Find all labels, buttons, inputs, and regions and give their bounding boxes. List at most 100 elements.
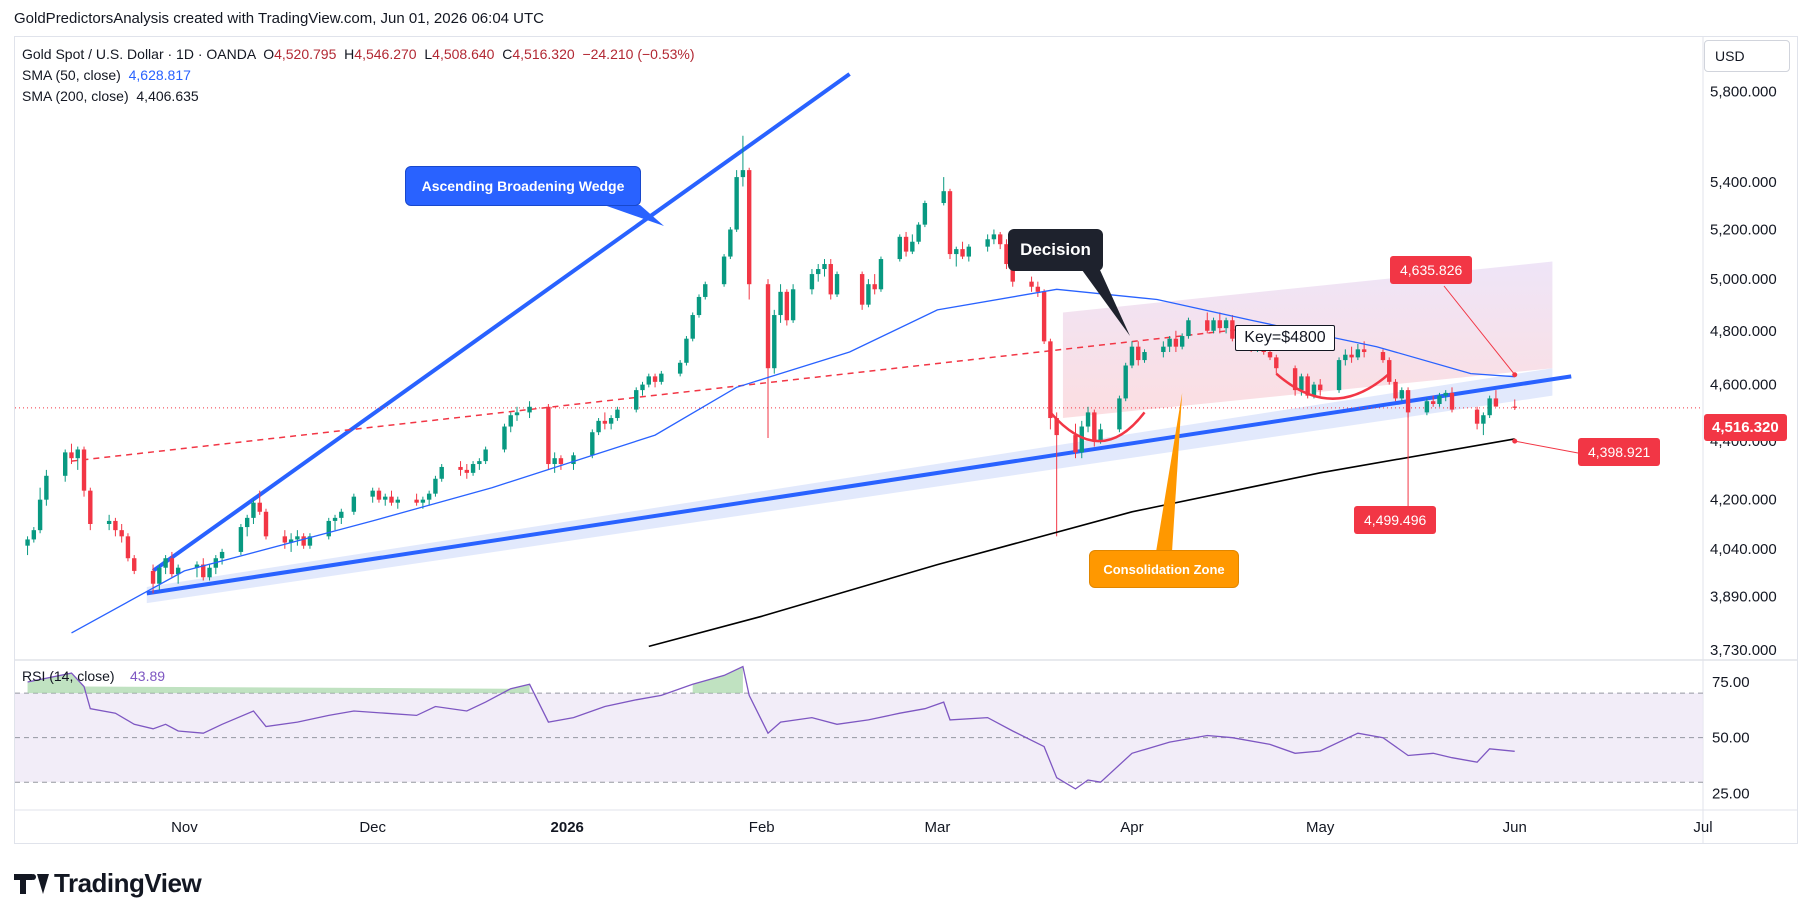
candle-body bbox=[1161, 346, 1166, 353]
candle-body bbox=[615, 409, 620, 419]
candle-body bbox=[88, 490, 93, 524]
low-price-tag: 4,499.496 bbox=[1354, 506, 1437, 534]
candle-body bbox=[1449, 392, 1455, 410]
candle-body bbox=[527, 406, 532, 413]
candle-body bbox=[464, 469, 470, 473]
symbol-label[interactable]: Gold Spot / U.S. Dollar · 1D · OANDA bbox=[22, 46, 256, 62]
low-label: L bbox=[424, 46, 433, 62]
consolidation-callout-text: Consolidation Zone bbox=[1103, 562, 1225, 577]
candle-body bbox=[558, 458, 564, 465]
price-axis-tick: 5,200.000 bbox=[1710, 222, 1777, 239]
candle-body bbox=[546, 406, 551, 465]
price-axis-tick: 4,600.000 bbox=[1710, 377, 1777, 394]
rsi-axis-tick: 50.00 bbox=[1712, 730, 1750, 747]
candle-body bbox=[1230, 320, 1235, 339]
candle-body bbox=[809, 274, 815, 290]
candle-body bbox=[816, 269, 821, 275]
candle-body bbox=[903, 236, 909, 252]
candle-body bbox=[1167, 338, 1172, 347]
candle-body bbox=[383, 496, 388, 500]
consolidation-callout-pointer bbox=[1156, 392, 1183, 552]
candle-body bbox=[1311, 384, 1317, 396]
candle-body bbox=[1481, 415, 1486, 424]
candle-body bbox=[690, 315, 695, 339]
candle-body bbox=[1048, 341, 1053, 419]
candle-body bbox=[966, 246, 972, 257]
candle-body bbox=[828, 264, 833, 295]
candle-body bbox=[1424, 401, 1430, 413]
candle-body bbox=[201, 564, 206, 578]
candle-body bbox=[219, 551, 225, 559]
candle-body bbox=[44, 475, 49, 500]
candle-body bbox=[1318, 384, 1323, 391]
candle-body bbox=[75, 449, 80, 459]
candle-body bbox=[1205, 320, 1210, 331]
time-axis-tick: Feb bbox=[749, 819, 775, 836]
change-value: −24.210 (−0.53%) bbox=[582, 46, 695, 62]
candle-body bbox=[426, 493, 432, 500]
candle-body bbox=[1299, 376, 1304, 391]
candle-body bbox=[470, 464, 476, 473]
currency-button[interactable]: USD bbox=[1704, 40, 1790, 72]
price-axis-tick: 5,800.000 bbox=[1710, 83, 1777, 100]
rsi-axis-tick: 25.00 bbox=[1712, 785, 1750, 802]
candle-body bbox=[301, 536, 306, 546]
candle-body bbox=[1336, 360, 1342, 391]
sma200-row[interactable]: SMA (200, close) 4,406.635 bbox=[22, 86, 695, 107]
tradingview-logo[interactable]: TradingView bbox=[14, 868, 202, 899]
candle-body bbox=[1380, 352, 1386, 361]
candle-body bbox=[571, 455, 576, 465]
candle-body bbox=[721, 256, 727, 285]
candle-body bbox=[985, 239, 990, 247]
candle-body bbox=[834, 274, 840, 295]
candle-body bbox=[960, 249, 965, 257]
candle-body bbox=[1361, 349, 1367, 353]
candle-body bbox=[389, 496, 394, 503]
sma200-line bbox=[648, 438, 1515, 648]
candle-body bbox=[163, 558, 168, 568]
rounded-bottom-arc bbox=[1049, 411, 1146, 443]
candle-body bbox=[502, 426, 507, 450]
candle-body bbox=[207, 567, 212, 578]
price-axis-tick: 4,200.000 bbox=[1710, 492, 1777, 509]
candle-body bbox=[257, 502, 262, 512]
candle-body bbox=[859, 274, 865, 305]
sma50-line bbox=[71, 288, 1515, 634]
candle-body bbox=[157, 567, 162, 584]
candle-body bbox=[790, 289, 796, 321]
candle-body bbox=[1123, 365, 1128, 399]
candle-body bbox=[1393, 381, 1398, 399]
candle-body bbox=[1349, 354, 1354, 358]
candle-body bbox=[238, 527, 244, 552]
candle-body bbox=[1267, 352, 1273, 358]
candle-body bbox=[31, 530, 37, 540]
candle-body bbox=[1179, 336, 1185, 347]
sma50-row[interactable]: SMA (50, close) 4,628.817 bbox=[22, 65, 695, 86]
sma200-tag-point bbox=[1512, 438, 1518, 444]
price-axis-tick: 3,730.000 bbox=[1710, 642, 1777, 659]
candle-body bbox=[63, 452, 68, 476]
candle-body bbox=[772, 315, 777, 369]
consolidation-callout: Consolidation Zone bbox=[1089, 550, 1239, 588]
candle-body bbox=[910, 241, 915, 252]
candle-body bbox=[1142, 352, 1147, 361]
decision-callout: Decision bbox=[1008, 229, 1103, 271]
candle-body bbox=[1098, 429, 1103, 441]
sma200-price-tag: 4,398.921 bbox=[1578, 438, 1661, 466]
candle-body bbox=[1493, 398, 1499, 407]
candle-body bbox=[696, 296, 702, 316]
key-level-text: Key=$4800 bbox=[1244, 329, 1326, 346]
candle-body bbox=[822, 264, 827, 270]
candle-body bbox=[175, 567, 181, 575]
candle-body bbox=[125, 536, 131, 559]
candle-body bbox=[941, 191, 946, 204]
upper-tag-connector bbox=[1443, 285, 1516, 376]
candle-body bbox=[1399, 390, 1404, 399]
candle-body bbox=[677, 362, 683, 374]
wedge-callout-pointer bbox=[604, 205, 664, 226]
candle-body bbox=[439, 466, 444, 479]
candle-body bbox=[458, 466, 463, 470]
rsi-legend-value: 43.89 bbox=[130, 668, 165, 684]
rounded-bottom-arc bbox=[1275, 372, 1391, 400]
